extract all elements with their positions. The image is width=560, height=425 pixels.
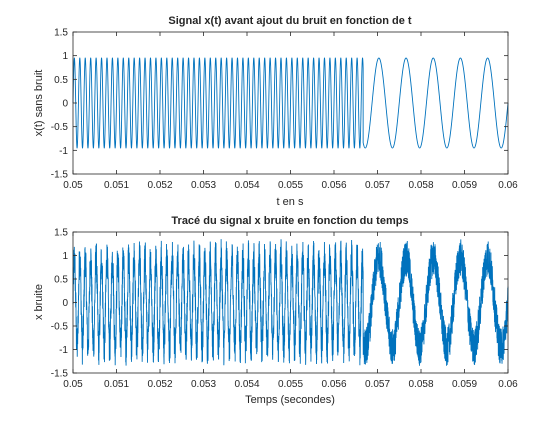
bottom-x-tick-label: 0.053 [191, 379, 216, 390]
top-subplot: Signal x(t) avant ajout du bruit en fonc… [33, 15, 518, 208]
bottom-x-axis-label: Temps (secondes) [245, 394, 335, 406]
bottom-y-tick-label: 1 [62, 251, 68, 262]
top-y-tick-label: 1 [62, 51, 68, 62]
bottom-x-tick-label: 0.055 [278, 379, 303, 390]
top-x-tick-label: 0.052 [147, 180, 172, 191]
top-series-line-0 [72, 57, 509, 149]
top-x-tick-label: 0.057 [365, 180, 390, 191]
top-x-tick-label: 0.056 [321, 180, 346, 191]
top-y-tick-label: -0.5 [51, 122, 69, 133]
bottom-x-tick-label: 0.05 [63, 379, 83, 390]
top-y-tick-label: -1 [59, 146, 68, 157]
top-y-tick-label: 0.5 [54, 75, 68, 86]
bottom-y-tick-label: -1.5 [51, 369, 69, 380]
top-y-axis-label: x(t) sans bruit [33, 70, 45, 137]
top-x-tick-label: 0.055 [278, 180, 303, 191]
bottom-y-axis-label: x bruite [33, 284, 45, 320]
bottom-x-tick-label: 0.057 [365, 379, 390, 390]
bottom-x-tick-label: 0.058 [408, 379, 433, 390]
bottom-y-tick-label: 0 [62, 298, 68, 309]
bottom-x-tick-label: 0.059 [452, 379, 477, 390]
bottom-y-tick-label: -1 [59, 345, 68, 356]
bottom-x-tick-label: 0.056 [321, 379, 346, 390]
bottom-y-tick-label: -0.5 [51, 322, 69, 333]
top-x-tick-label: 0.053 [191, 180, 216, 191]
top-x-axis-label: t en s [277, 196, 304, 208]
top-y-tick-label: -1.5 [51, 170, 69, 181]
bottom-subplot: Tracé du signal x bruite en fonction du … [33, 215, 518, 406]
bottom-chart-title: Tracé du signal x bruite en fonction du … [171, 215, 408, 227]
top-x-tick-label: 0.059 [452, 180, 477, 191]
bottom-x-tick-label: 0.06 [498, 379, 518, 390]
top-y-tick-label: 0 [62, 99, 68, 110]
top-x-tick-label: 0.05 [63, 180, 83, 191]
top-x-tick-label: 0.051 [104, 180, 129, 191]
bottom-x-tick-label: 0.052 [147, 379, 172, 390]
top-x-tick-label: 0.06 [498, 180, 518, 191]
top-x-tick-label: 0.054 [234, 180, 259, 191]
top-x-tick-label: 0.058 [408, 180, 433, 191]
bottom-series-line-0 [72, 239, 509, 366]
top-chart-title: Signal x(t) avant ajout du bruit en fonc… [168, 15, 412, 27]
top-y-tick-label: 1.5 [54, 28, 68, 39]
bottom-x-tick-label: 0.054 [234, 379, 259, 390]
bottom-x-tick-label: 0.051 [104, 379, 129, 390]
bottom-y-tick-label: 0.5 [54, 275, 68, 286]
bottom-y-tick-label: 1.5 [54, 228, 68, 239]
